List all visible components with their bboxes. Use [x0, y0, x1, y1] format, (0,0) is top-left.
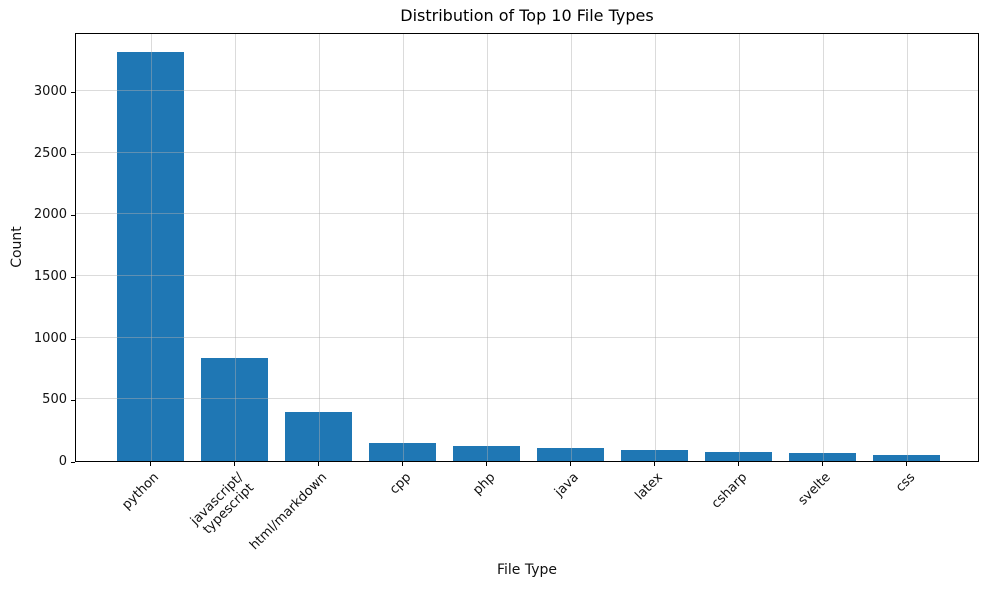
bar-css	[872, 454, 941, 461]
x-category-label: latex	[632, 470, 667, 504]
y-axis-label: Count	[9, 226, 25, 268]
x-tick-mark	[233, 462, 235, 466]
x-category-label: javascript/ typescript	[187, 470, 257, 538]
y-tick-mark	[71, 462, 75, 463]
y-tick-label: 2500	[33, 145, 67, 161]
x-category-label: csharp	[708, 470, 751, 512]
x-axis-label: File Type	[496, 562, 558, 578]
x-tick-mark	[485, 462, 487, 466]
x-tick-mark	[905, 462, 907, 466]
bar-csharp	[704, 451, 773, 461]
bar-svelte	[788, 452, 857, 461]
y-tick-label: 2000	[33, 207, 67, 223]
x-category-label: html/markdown	[246, 470, 331, 554]
x-tick-mark	[653, 462, 655, 466]
x-category-label: cpp	[386, 470, 415, 498]
x-tick-mark	[737, 462, 739, 466]
x-tick-mark	[569, 462, 571, 466]
y-tick-label: 1500	[33, 269, 67, 285]
bar-python	[116, 51, 185, 461]
x-tick-mark	[821, 462, 823, 466]
bar-cpp	[368, 442, 437, 461]
bar-javascript-typescript	[200, 358, 269, 461]
y-tick-mark	[71, 400, 75, 402]
y-tick-label: 3000	[33, 84, 67, 100]
x-category-label: css	[892, 470, 919, 496]
bars-layer	[76, 34, 978, 461]
x-category-label: php	[469, 470, 499, 499]
x-tick-mark	[149, 462, 151, 466]
plot-area	[75, 33, 979, 462]
x-tick-mark	[401, 462, 403, 466]
y-tick-mark	[71, 338, 75, 340]
chart-title: Distribution of Top 10 File Types	[400, 6, 654, 25]
y-tick-mark	[71, 215, 75, 217]
bar-php	[452, 446, 521, 461]
bar-latex	[620, 449, 689, 461]
x-category-label: svelte	[795, 470, 835, 509]
x-category-label: python	[119, 470, 163, 513]
y-tick-label: 1000	[33, 330, 67, 346]
bar-java	[536, 447, 605, 461]
y-tick-label: 500	[42, 392, 67, 408]
y-tick-mark	[71, 153, 75, 155]
y-tick-mark	[71, 92, 75, 94]
bar-html-markdown	[284, 411, 353, 461]
y-tick-label: 0	[58, 454, 67, 469]
x-category-label: java	[552, 470, 583, 500]
x-tick-mark	[317, 462, 319, 466]
y-tick-mark	[71, 277, 75, 279]
